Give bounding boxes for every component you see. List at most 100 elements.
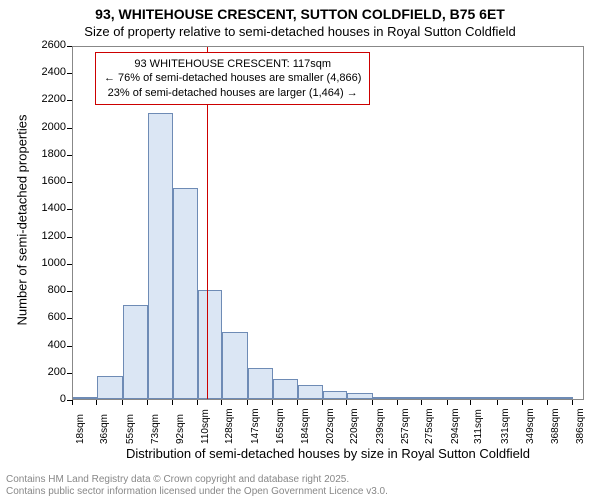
x-tick-label: 165sqm (275, 408, 286, 444)
x-tick-mark (72, 400, 73, 405)
x-tick-mark (297, 400, 298, 405)
x-tick-mark (272, 400, 273, 405)
y-tick-label: 400 (32, 339, 66, 351)
y-tick-label: 0 (32, 393, 66, 405)
histogram-bar (347, 393, 373, 399)
x-tick-label: 239sqm (375, 408, 386, 444)
annotation-line-1: 93 WHITEHOUSE CRESCENT: 117sqm (104, 57, 361, 71)
x-tick-label: 275sqm (424, 408, 435, 444)
histogram-bar (323, 391, 347, 399)
y-tick-mark (67, 318, 72, 319)
y-tick-label: 1200 (32, 230, 66, 242)
y-tick-mark (67, 346, 72, 347)
histogram-bar (373, 397, 397, 399)
histogram-bar (97, 376, 123, 399)
y-tick-label: 200 (32, 366, 66, 378)
x-tick-label: 92sqm (175, 414, 186, 444)
chart-container: 93, WHITEHOUSE CRESCENT, SUTTON COLDFIEL… (0, 0, 600, 500)
y-tick-mark (67, 182, 72, 183)
y-tick-label: 800 (32, 284, 66, 296)
y-tick-mark (67, 128, 72, 129)
x-tick-mark (172, 400, 173, 405)
y-tick-mark (67, 155, 72, 156)
y-tick-mark (67, 373, 72, 374)
footer-attribution: Contains HM Land Registry data © Crown c… (6, 474, 388, 498)
histogram-bar (523, 397, 549, 399)
histogram-bar (398, 397, 422, 399)
chart-subtitle: Size of property relative to semi-detach… (0, 22, 600, 39)
x-tick-mark (547, 400, 548, 405)
histogram-bar (471, 397, 498, 399)
x-tick-label: 147sqm (250, 408, 261, 444)
x-tick-mark (247, 400, 248, 405)
chart-title: 93, WHITEHOUSE CRESCENT, SUTTON COLDFIEL… (0, 0, 600, 22)
x-tick-mark (421, 400, 422, 405)
x-tick-label: 368sqm (550, 408, 561, 444)
x-tick-label: 331sqm (500, 408, 511, 444)
histogram-bar (298, 385, 322, 399)
x-tick-label: 257sqm (400, 408, 411, 444)
x-tick-label: 184sqm (300, 408, 311, 444)
y-tick-mark (67, 46, 72, 47)
histogram-bar (422, 397, 448, 399)
histogram-bar (198, 290, 222, 399)
x-tick-label: 202sqm (325, 408, 336, 444)
y-tick-mark (67, 73, 72, 74)
y-axis-label: Number of semi-detached properties (15, 100, 30, 340)
histogram-bar (173, 188, 197, 399)
y-tick-label: 2200 (32, 93, 66, 105)
footer-line-2: Contains public sector information licen… (6, 486, 388, 498)
histogram-bar (448, 397, 471, 399)
y-tick-label: 1400 (32, 202, 66, 214)
y-tick-mark (67, 100, 72, 101)
x-tick-mark (522, 400, 523, 405)
y-tick-mark (67, 291, 72, 292)
x-tick-mark (147, 400, 148, 405)
y-tick-mark (67, 209, 72, 210)
x-tick-mark (122, 400, 123, 405)
y-tick-label: 2400 (32, 66, 66, 78)
x-axis-label: Distribution of semi-detached houses by … (72, 446, 584, 461)
x-tick-mark (447, 400, 448, 405)
y-tick-mark (67, 264, 72, 265)
histogram-bar (248, 368, 272, 399)
annotation-box: 93 WHITEHOUSE CRESCENT: 117sqm ← 76% of … (95, 52, 370, 105)
histogram-bar (222, 332, 248, 399)
y-tick-label: 1000 (32, 257, 66, 269)
histogram-bar (548, 397, 572, 399)
annotation-line-2: ← 76% of semi-detached houses are smalle… (104, 71, 361, 85)
histogram-bar (148, 113, 174, 399)
x-tick-mark (197, 400, 198, 405)
x-tick-label: 18sqm (75, 414, 86, 444)
x-tick-mark (346, 400, 347, 405)
x-tick-mark (470, 400, 471, 405)
histogram-bar (123, 305, 147, 399)
y-tick-label: 2600 (32, 39, 66, 51)
histogram-bar (73, 397, 97, 399)
x-tick-label: 110sqm (200, 409, 211, 444)
x-tick-mark (221, 400, 222, 405)
y-tick-label: 1600 (32, 175, 66, 187)
y-tick-label: 600 (32, 311, 66, 323)
x-tick-label: 128sqm (224, 408, 235, 444)
x-tick-label: 349sqm (525, 408, 536, 444)
x-tick-label: 311sqm (473, 409, 484, 444)
x-tick-label: 55sqm (125, 414, 136, 444)
x-tick-mark (397, 400, 398, 405)
y-tick-label: 1800 (32, 148, 66, 160)
x-tick-mark (96, 400, 97, 405)
x-tick-label: 220sqm (349, 408, 360, 444)
x-tick-label: 386sqm (575, 408, 586, 444)
x-tick-mark (572, 400, 573, 405)
y-tick-label: 2000 (32, 121, 66, 133)
x-tick-mark (497, 400, 498, 405)
x-tick-mark (372, 400, 373, 405)
y-tick-mark (67, 237, 72, 238)
x-tick-label: 73sqm (150, 414, 161, 444)
annotation-line-3: 23% of semi-detached houses are larger (… (104, 86, 361, 100)
x-tick-mark (322, 400, 323, 405)
histogram-bar (273, 379, 299, 399)
histogram-bar (498, 397, 522, 399)
x-tick-label: 36sqm (99, 414, 110, 444)
x-tick-label: 294sqm (450, 408, 461, 444)
